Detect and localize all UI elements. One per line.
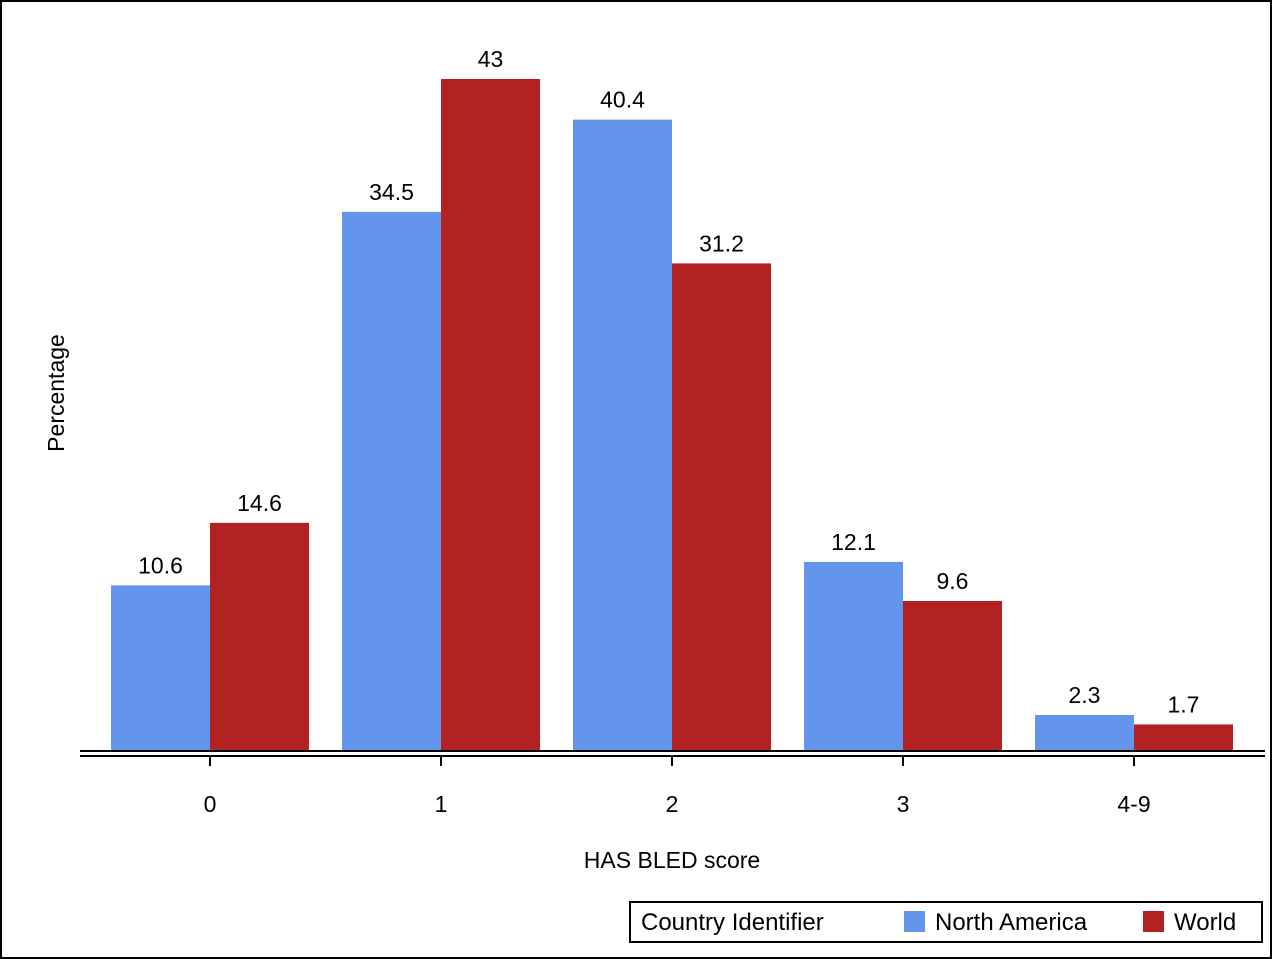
- legend-swatch-north-america: [904, 911, 925, 932]
- data-label-north-america-4-9: 2.3: [1069, 682, 1101, 708]
- legend-swatch-world: [1143, 911, 1164, 932]
- x-axis-title: HAS BLED score: [584, 847, 760, 873]
- data-label-world-3: 9.6: [937, 568, 969, 594]
- bar-north-america-3: [804, 561, 903, 751]
- bar-north-america-0: [111, 585, 210, 751]
- data-label-north-america-3: 12.1: [831, 529, 876, 555]
- bars-layer: [111, 79, 1233, 751]
- bar-world-1: [441, 79, 540, 751]
- x-ticks-layer: 0 1 2 3 4-9: [204, 756, 1151, 817]
- y-axis-title: Percentage: [43, 334, 69, 452]
- data-label-world-0: 14.6: [237, 490, 282, 516]
- legend-title: Country Identifier: [641, 909, 824, 936]
- x-tick-label-2: 2: [666, 791, 679, 817]
- bar-world-3: [903, 600, 1002, 751]
- data-label-world-2: 31.2: [699, 230, 744, 256]
- bar-world-0: [210, 522, 309, 751]
- data-label-north-america-1: 34.5: [369, 179, 414, 205]
- x-tick-label-1: 1: [435, 791, 448, 817]
- legend-label-north-america: North America: [935, 909, 1088, 936]
- bar-north-america-2: [573, 119, 672, 751]
- bar-north-america-4-9: [1035, 715, 1134, 751]
- bar-world-2: [672, 263, 771, 751]
- x-tick-label-4-9: 4-9: [1117, 791, 1150, 817]
- legend-label-world: World: [1174, 909, 1236, 936]
- data-label-north-america-2: 40.4: [600, 87, 645, 113]
- x-tick-label-3: 3: [897, 791, 910, 817]
- x-tick-label-0: 0: [204, 791, 217, 817]
- data-label-north-america-0: 10.6: [138, 552, 183, 578]
- data-label-world-1: 43: [478, 46, 504, 72]
- legend: Country Identifier North America World: [629, 901, 1263, 943]
- data-labels-layer: 10.6 14.6 34.5 43 40.4 31.2 12.1 9.6 2.3 1.7: [138, 46, 1199, 717]
- bar-world-4-9: [1134, 724, 1233, 751]
- bar-north-america-1: [342, 211, 441, 751]
- data-label-world-4-9: 1.7: [1168, 691, 1200, 717]
